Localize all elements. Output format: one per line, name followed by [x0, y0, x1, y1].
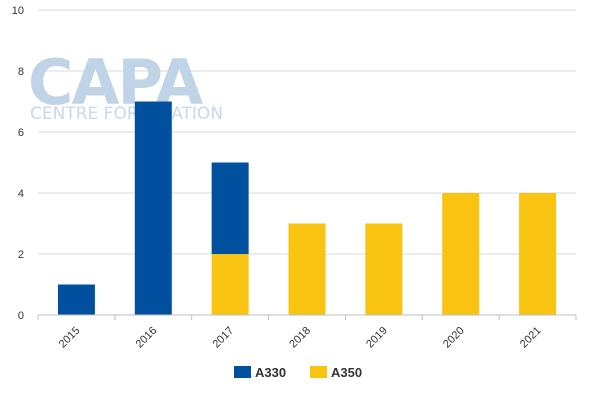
y-tick-label: 2: [18, 249, 24, 261]
legend-label-a350: A350: [331, 365, 362, 380]
x-tick-label: 2021: [518, 325, 544, 351]
x-tick-label: 2016: [134, 325, 160, 351]
bar-a350-2017: [211, 254, 249, 315]
y-tick-label: 10: [12, 5, 24, 17]
x-tick-label: 2018: [287, 325, 313, 351]
bar-a330-2015: [57, 284, 95, 315]
legend-swatch-a330: [234, 366, 251, 378]
bar-a350-2020: [442, 193, 480, 315]
legend: A330 A350: [234, 365, 362, 380]
bar-a330-2016: [134, 101, 172, 315]
x-tick-label: 2020: [441, 325, 467, 351]
x-tick-label: 2015: [57, 325, 83, 351]
legend-swatch-a350: [310, 366, 327, 378]
bar-a350-2019: [365, 223, 403, 315]
bar-a350-2018: [288, 223, 326, 315]
y-tick-label: 0: [18, 310, 24, 322]
bar-a330-2017: [211, 162, 249, 254]
legend-label-a330: A330: [255, 365, 286, 380]
bars: [57, 101, 557, 315]
x-tick-label: 2017: [210, 325, 236, 351]
capa-watermark: CAPA CENTRE FOR AVIATION: [28, 46, 223, 124]
bar-a350-2021: [519, 193, 557, 315]
y-tick-label: 4: [18, 188, 24, 200]
y-tick-label: 6: [18, 127, 24, 139]
watermark-tagline: CENTRE FOR AVIATION: [30, 104, 223, 124]
x-tick-label: 2019: [364, 325, 390, 351]
y-tick-label: 8: [18, 66, 24, 78]
watermark-logo: CAPA: [28, 46, 203, 119]
